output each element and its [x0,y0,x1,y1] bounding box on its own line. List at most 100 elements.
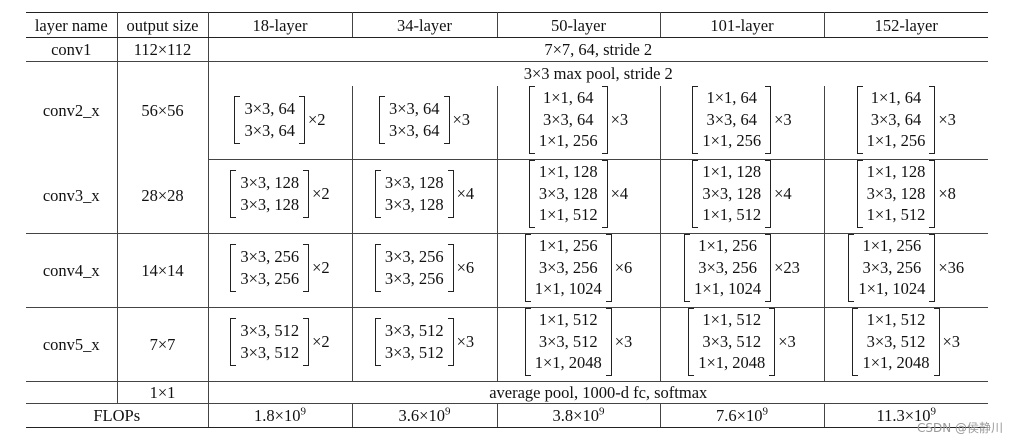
bracket-block: 3×3, 64 3×3, 64 ×3 [378,95,471,144]
right-bracket [769,307,776,376]
flops-exponent: 9 [930,405,937,417]
flops-base: 7.6×10 [716,405,763,425]
bracket-block: 1×1, 256 3×3, 256 1×1, 1024 ×36 [848,233,965,302]
block-layer: 1×1, 512 [538,205,598,225]
block-layer: 1×1, 512 [702,310,762,330]
final-spec: average pool, 1000-d fc, softmax [208,381,988,404]
block-multiplier: ×4 [456,184,475,203]
right-bracket [443,95,450,144]
conv1-spec: 7×7, 64, stride 2 [208,37,988,62]
row-conv1: conv1 112×112 7×7, 64, stride 2 [26,37,988,62]
block-multiplier: ×2 [312,332,330,351]
flops-101: 7.6×109 [660,403,825,428]
conv4-block-152-layer: 1×1, 256 3×3, 256 1×1, 1024 ×36 [824,233,988,308]
block-layers: 1×1, 256 3×3, 256 1×1, 1024 [694,235,761,300]
conv2-pool: 3×3 max pool, stride 2 [523,64,673,84]
block-layer: 1×1, 1024 [694,279,762,299]
flops-exponent: 9 [598,405,605,417]
block-layer: 3×3, 256 [862,257,922,277]
left-bracket [528,159,535,228]
conv2-block-101-layer: 1×1, 64 3×3, 64 1×1, 256 ×3 [660,85,825,160]
left-bracket [374,317,381,366]
right-bracket [447,169,454,218]
left-bracket [230,317,237,366]
block-layer: 3×3, 256 [240,268,300,288]
conv4-block-101-layer: 1×1, 256 3×3, 256 1×1, 1024 ×23 [660,233,825,308]
block-layers: 3×3, 512 3×3, 512 [240,320,299,363]
bracket-block: 3×3, 512 3×3, 512 ×3 [374,317,474,366]
right-bracket [299,95,305,144]
bracket-block: 1×1, 512 3×3, 512 1×1, 2048 ×3 [688,307,796,376]
conv5-block-152-layer: 1×1, 512 3×3, 512 1×1, 2048 ×3 [824,307,988,382]
right-bracket [447,317,454,366]
block-layer: 1×1, 1024 [858,279,926,299]
conv5-name: conv5_x [26,307,118,382]
right-bracket [447,243,454,292]
block-multiplier: ×2 [312,258,330,277]
block-layers: 1×1, 64 3×3, 64 1×1, 256 [702,87,761,152]
conv3-name: conv3_x [26,159,118,234]
conv3-block-18-layer: 3×3, 128 3×3, 128 ×2 [208,159,353,234]
resnet-architecture-table: layer name output size 18-layer 34-layer… [26,12,988,428]
flops-exponent: 9 [444,405,451,417]
conv1-size: 112×112 [117,37,209,62]
block-layer: 3×3, 512 [384,342,444,362]
flops-base: 3.6×10 [398,405,445,425]
block-multiplier: ×23 [774,258,800,277]
block-layer: 1×1, 64 [542,88,594,108]
block-layer: 3×3, 512 [702,331,762,351]
left-bracket [692,85,699,154]
bracket-block: 1×1, 64 3×3, 64 1×1, 256 ×3 [528,85,629,154]
block-multiplier: ×36 [938,258,965,277]
block-multiplier: ×3 [614,332,633,351]
left-bracket [692,159,699,228]
block-layer: 1×1, 2048 [534,353,602,373]
flops-base: 11.3×10 [876,405,931,425]
block-layers: 1×1, 64 3×3, 64 1×1, 256 [539,87,598,152]
flops-50: 3.8×109 [497,403,661,428]
left-bracket [524,307,531,376]
block-layer: 3×3, 256 [240,247,300,266]
conv1-name: conv1 [26,37,118,62]
block-multiplier: ×3 [774,110,792,129]
bracket-block: 1×1, 128 3×3, 128 1×1, 512 ×4 [528,159,628,228]
left-bracket [374,243,381,292]
bracket-block: 1×1, 512 3×3, 512 1×1, 2048 ×3 [852,307,960,376]
block-layer: 1×1, 256 [538,236,598,256]
left-bracket [378,95,385,144]
conv3-block-50-layer: 1×1, 128 3×3, 128 1×1, 512 ×4 [497,159,661,234]
row-conv2-pool: conv2_x 56×56 3×3 max pool, stride 2 [26,61,988,159]
right-bracket [601,85,608,154]
right-bracket [929,159,936,228]
flops-152: 11.3×109 [824,403,988,428]
block-multiplier: ×8 [938,184,956,203]
header-101-layer: 101-layer [660,12,825,38]
block-multiplier: ×6 [614,258,633,277]
conv3-block-101-layer: 1×1, 128 3×3, 128 1×1, 512 ×4 [660,159,825,234]
block-layers: 1×1, 256 3×3, 256 1×1, 1024 [858,235,925,300]
bracket-block: 3×3, 128 3×3, 128 ×4 [374,169,475,218]
block-layers: 1×1, 128 3×3, 128 1×1, 512 [702,161,761,226]
left-bracket [230,169,237,218]
row-final: 1×1 average pool, 1000-d fc, softmax [26,381,988,404]
block-multiplier: ×3 [610,110,629,129]
block-multiplier: ×3 [778,332,796,351]
block-layer: 3×3, 512 [240,342,300,362]
row-conv3: conv3_x 28×28 3×3, 128 3×3, 128 ×2 3×3, 128 3×… [26,159,988,234]
block-layer: 3×3, 64 [244,120,295,140]
flops-exponent: 9 [762,405,768,417]
conv2-block-152-layer: 1×1, 64 3×3, 64 1×1, 256 ×3 [824,85,988,160]
bracket-block: 3×3, 256 3×3, 256 ×2 [230,243,330,292]
right-bracket [765,233,772,302]
block-layer: 1×1, 256 [538,131,598,151]
block-layer: 1×1, 512 [702,205,762,225]
block-layers: 3×3, 512 3×3, 512 [385,320,444,363]
block-multiplier: ×3 [452,110,471,129]
row-flops: FLOPs 1.8×109 3.6×109 3.8×109 7.6×109 11… [26,403,988,428]
final-size: 1×1 [117,381,209,404]
block-multiplier: ×3 [938,110,956,129]
left-bracket [374,169,381,218]
block-layer: 3×3, 256 [698,257,757,277]
block-layers: 1×1, 64 3×3, 64 1×1, 256 [867,87,926,152]
block-layers: 1×1, 128 3×3, 128 1×1, 512 [867,161,926,226]
